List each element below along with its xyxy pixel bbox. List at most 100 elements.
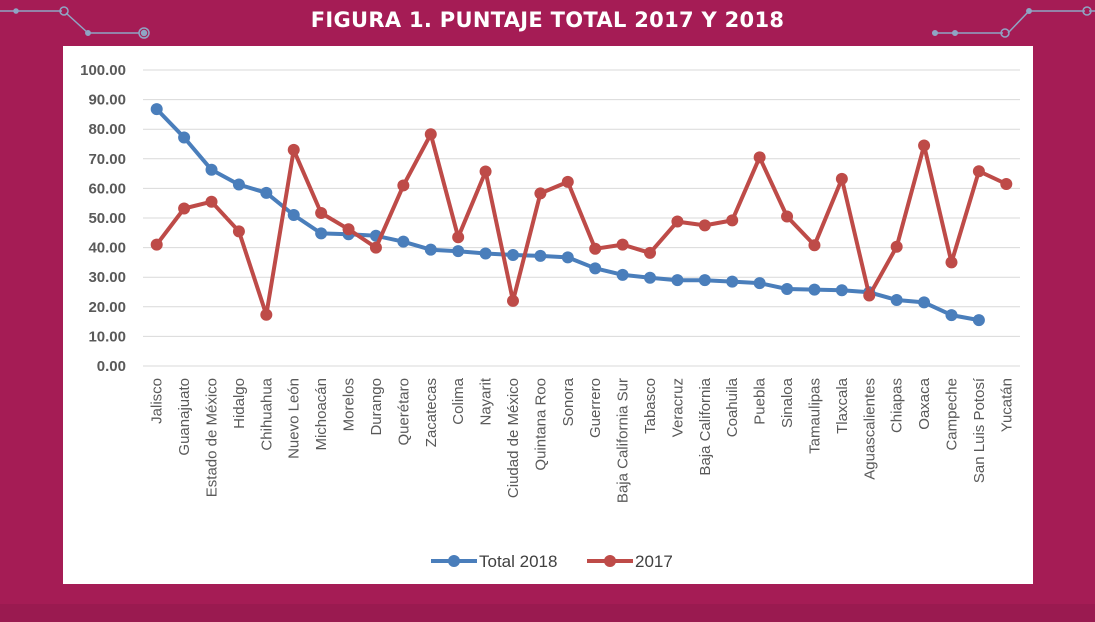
data-point	[753, 151, 766, 164]
x-tick-label: Baja California	[697, 377, 714, 475]
series-2017	[150, 128, 1013, 321]
data-point	[452, 245, 465, 258]
x-tick-label: Guanajuato	[176, 378, 193, 456]
data-point	[616, 268, 629, 281]
x-tick-label: Coahuila	[724, 377, 741, 437]
data-point	[178, 202, 191, 215]
x-tick-label: Aguascalientes	[861, 378, 878, 480]
x-tick-label: Michoacán	[313, 378, 330, 451]
data-point	[178, 131, 191, 144]
x-tick-label: Ciudad de México	[505, 378, 522, 498]
data-point	[479, 247, 492, 260]
legend-item: 2017	[587, 552, 673, 571]
x-tick-label: Baja California Sur	[615, 378, 632, 503]
x-tick-label: Tamaulipas	[806, 378, 823, 454]
data-point	[369, 241, 382, 254]
series-line	[155, 107, 980, 323]
data-point	[260, 308, 273, 321]
data-point	[397, 179, 410, 192]
circuit-decoration-right-icon	[931, 6, 1095, 38]
x-tick-label: Sinaloa	[779, 377, 796, 428]
data-point	[232, 225, 245, 238]
legend-label: Total 2018	[479, 552, 557, 571]
y-tick-label: 50.00	[88, 210, 126, 227]
data-point	[150, 103, 163, 116]
data-point	[671, 274, 684, 287]
x-tick-label: Estado de México	[204, 378, 221, 497]
data-point	[315, 206, 328, 219]
data-point	[698, 219, 711, 232]
data-point	[561, 251, 574, 264]
series-layer	[150, 103, 1013, 327]
data-point	[534, 187, 547, 200]
data-point	[1000, 177, 1013, 190]
data-point	[205, 195, 218, 208]
data-point	[945, 256, 958, 269]
y-tick-label: 40.00	[88, 240, 126, 257]
x-tick-label: Querétaro	[395, 378, 412, 446]
x-tick-label: Puebla	[752, 377, 769, 424]
data-point	[315, 227, 328, 240]
y-tick-label: 70.00	[88, 151, 126, 168]
legend: Total 2018 2017	[431, 552, 673, 571]
data-point	[698, 274, 711, 287]
data-point	[671, 215, 684, 228]
y-tick-label: 30.00	[88, 269, 126, 286]
y-tick-label: 90.00	[88, 92, 126, 109]
x-tick-label: Chihuahua	[258, 377, 275, 450]
data-point	[781, 283, 794, 296]
x-tick-label: San Luis Potosí	[971, 377, 988, 483]
bottom-band	[0, 604, 1095, 622]
x-tick-label: Chiapas	[889, 378, 906, 433]
y-tick-label: 10.00	[88, 328, 126, 345]
data-point	[644, 271, 657, 284]
data-point	[287, 143, 300, 156]
x-tick-label: Zacatecas	[423, 378, 440, 447]
data-point	[945, 309, 958, 322]
x-tick-label: Durango	[368, 378, 385, 436]
grid-layer	[143, 69, 1020, 367]
series-line	[155, 132, 1008, 317]
x-tick-label: Hidalgo	[231, 378, 248, 429]
data-point	[890, 240, 903, 253]
data-point	[342, 223, 355, 236]
data-point	[781, 210, 794, 223]
data-point	[506, 249, 519, 261]
circuit-decoration-left-icon	[0, 6, 150, 39]
x-tick-label: Quintana Roo	[532, 378, 549, 471]
data-point	[534, 249, 547, 262]
y-tick-label: 0.00	[97, 358, 126, 375]
data-point	[726, 214, 739, 227]
x-axis-ticks: Jalisco Guanajuato Estado de México Hidalgo…	[149, 377, 1016, 503]
x-tick-label: Nayarit	[478, 377, 495, 425]
x-tick-label: Tabasco	[642, 378, 659, 434]
data-point	[918, 139, 931, 152]
chart-panel: 0.00 10.00 20.00 30.00 40.00 50.00 60.00 70.00 8…	[63, 46, 1033, 584]
x-tick-label: Oaxaca	[916, 377, 933, 429]
data-point	[972, 165, 985, 178]
legend-swatch-marker	[448, 555, 460, 567]
data-point	[890, 293, 903, 306]
data-point	[753, 277, 766, 290]
data-point	[287, 209, 300, 222]
x-tick-label: Morelos	[341, 378, 358, 431]
data-point	[205, 163, 218, 176]
x-tick-label: Jalisco	[149, 378, 166, 424]
data-point	[726, 275, 739, 288]
x-tick-label: Campeche	[943, 378, 960, 451]
x-tick-label: Veracruz	[669, 378, 686, 437]
data-point	[863, 289, 876, 302]
x-tick-label: Nuevo León	[286, 378, 303, 459]
y-tick-label: 80.00	[88, 121, 126, 138]
data-point	[616, 238, 629, 251]
data-point	[835, 172, 848, 185]
data-point	[644, 246, 657, 259]
x-tick-label: Tlaxcala	[834, 377, 851, 434]
x-tick-label: Yucatán	[998, 378, 1015, 432]
data-point	[260, 186, 273, 199]
series-total-2018	[150, 103, 985, 327]
data-point	[918, 296, 931, 309]
data-point	[972, 314, 985, 327]
data-point	[589, 242, 602, 255]
y-axis-ticks: 0.00 10.00 20.00 30.00 40.00 50.00 60.00 70.00 8…	[80, 62, 126, 375]
